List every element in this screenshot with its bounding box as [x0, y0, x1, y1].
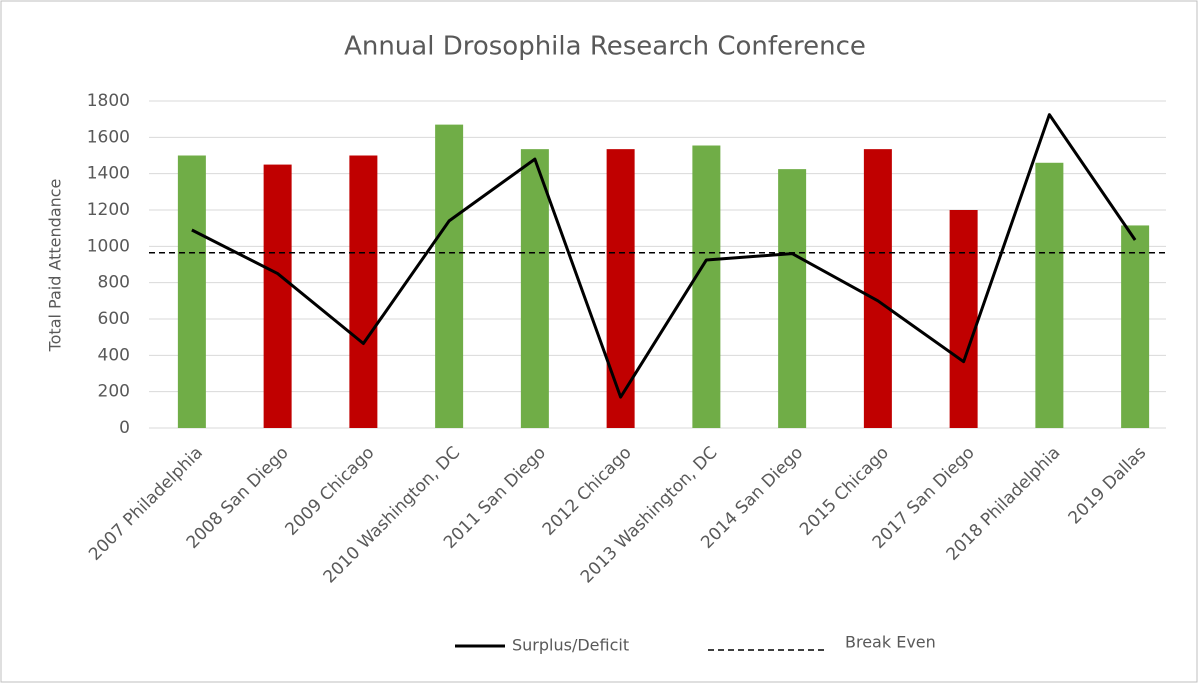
y-tick-label: 600	[98, 309, 130, 329]
y-tick-label: 1800	[87, 91, 130, 111]
legend-label: Break Even	[845, 633, 936, 652]
y-tick-label: 400	[98, 345, 130, 365]
y-tick-label: 0	[119, 418, 130, 438]
bar	[949, 210, 978, 428]
bar	[1035, 162, 1064, 428]
y-tick-label: 1600	[87, 127, 130, 147]
y-tick-label: 1200	[87, 200, 130, 220]
bar	[263, 164, 292, 429]
bar	[863, 149, 892, 428]
bar	[778, 169, 807, 428]
legend-label: Surplus/Deficit	[512, 636, 629, 655]
line	[191, 113, 1137, 399]
bar	[177, 155, 206, 428]
y-tick-label: 800	[98, 273, 130, 293]
chart-title: Annual Drosophila Research Conference	[344, 32, 866, 62]
y-axis-label: Total Paid Attendance	[46, 179, 65, 353]
y-tick-label: 200	[98, 382, 130, 402]
bar	[606, 149, 635, 428]
bar	[349, 155, 378, 428]
bar	[435, 124, 464, 428]
bar	[1121, 225, 1150, 428]
y-tick-label: 1400	[87, 164, 130, 184]
y-tick-label: 1000	[87, 236, 130, 256]
bar	[520, 149, 549, 428]
bar	[692, 145, 721, 428]
